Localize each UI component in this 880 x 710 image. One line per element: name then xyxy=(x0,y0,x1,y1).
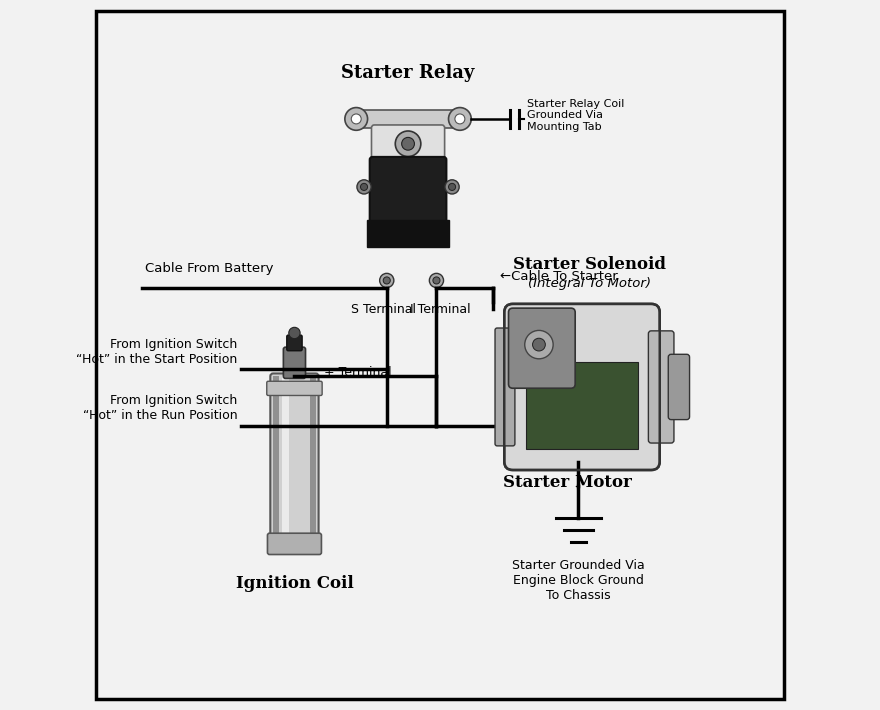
Circle shape xyxy=(449,183,456,190)
Text: Starter Grounded Via
Engine Block Ground
To Chassis: Starter Grounded Via Engine Block Ground… xyxy=(512,559,645,603)
FancyBboxPatch shape xyxy=(371,125,444,163)
Circle shape xyxy=(289,327,300,339)
Bar xyxy=(311,376,316,540)
Bar xyxy=(525,362,639,449)
Text: Starter Relay: Starter Relay xyxy=(341,64,474,82)
Circle shape xyxy=(401,137,414,150)
Circle shape xyxy=(433,277,440,284)
FancyBboxPatch shape xyxy=(287,335,302,351)
Circle shape xyxy=(524,330,554,359)
FancyBboxPatch shape xyxy=(283,347,305,378)
FancyBboxPatch shape xyxy=(267,381,322,395)
Circle shape xyxy=(532,338,546,351)
FancyBboxPatch shape xyxy=(370,157,446,223)
Circle shape xyxy=(395,131,421,156)
FancyBboxPatch shape xyxy=(270,373,319,542)
Bar xyxy=(362,110,454,128)
Circle shape xyxy=(379,273,394,288)
FancyBboxPatch shape xyxy=(509,308,576,388)
FancyBboxPatch shape xyxy=(495,328,515,446)
Text: From Ignition Switch
“Hot” in the Run Position: From Ignition Switch “Hot” in the Run Po… xyxy=(83,395,238,422)
Circle shape xyxy=(429,273,444,288)
Bar xyxy=(367,220,449,247)
Circle shape xyxy=(383,277,391,284)
Text: From Ignition Switch
“Hot” in the Start Position: From Ignition Switch “Hot” in the Start … xyxy=(77,338,238,366)
Text: Starter Relay Coil
Grounded Via
Mounting Tab: Starter Relay Coil Grounded Via Mounting… xyxy=(527,99,625,132)
Text: ←Cable To Starter: ←Cable To Starter xyxy=(501,271,618,283)
Text: + Terminal: + Terminal xyxy=(324,366,392,379)
Circle shape xyxy=(357,180,371,194)
Text: Cable From Battery: Cable From Battery xyxy=(145,262,274,275)
FancyBboxPatch shape xyxy=(649,331,674,443)
Circle shape xyxy=(455,114,465,124)
Circle shape xyxy=(361,183,368,190)
Text: Starter Solenoid: Starter Solenoid xyxy=(512,256,665,273)
FancyBboxPatch shape xyxy=(504,304,660,470)
Text: Ignition Coil: Ignition Coil xyxy=(236,575,354,592)
Text: Starter Motor: Starter Motor xyxy=(503,474,632,491)
Bar xyxy=(273,376,279,540)
Bar xyxy=(282,376,290,540)
Circle shape xyxy=(351,114,361,124)
Text: S Terminal: S Terminal xyxy=(351,303,415,316)
FancyBboxPatch shape xyxy=(268,533,321,555)
Circle shape xyxy=(449,107,472,130)
FancyBboxPatch shape xyxy=(668,354,690,420)
Text: I Terminal: I Terminal xyxy=(410,303,470,316)
Text: (Integral To Motor): (Integral To Motor) xyxy=(528,277,650,290)
Circle shape xyxy=(345,107,368,130)
Circle shape xyxy=(445,180,459,194)
